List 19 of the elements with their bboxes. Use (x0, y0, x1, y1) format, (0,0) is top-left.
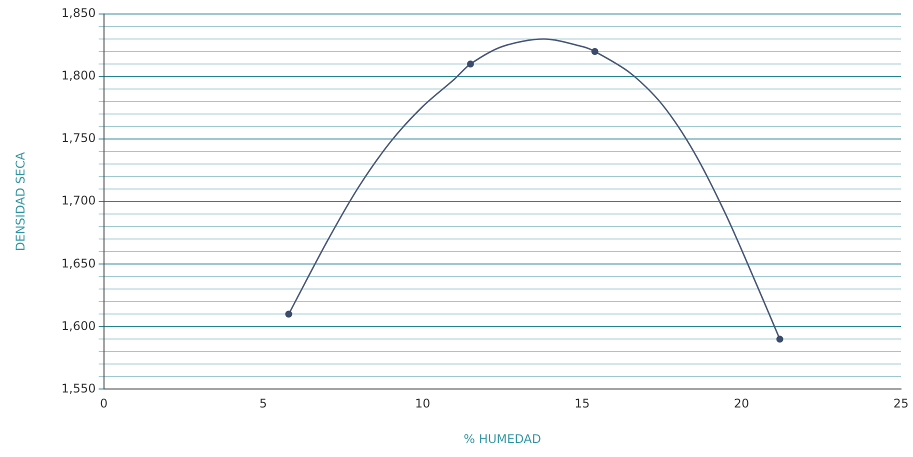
x-tick-label: 0 (100, 396, 108, 411)
x-tick-label: 10 (415, 396, 430, 411)
point (466, 60, 474, 68)
point (285, 310, 292, 318)
point (776, 336, 784, 343)
y-tick-label: 1,700 (61, 194, 96, 208)
y-tick-label: 1,650 (61, 256, 96, 270)
y-tick-label: 1,750 (61, 131, 96, 146)
x-axis-title: % HUMEDAD (464, 432, 542, 446)
y-tick-label: 1,600 (61, 318, 96, 333)
x-tick-label: 5 (259, 396, 268, 411)
y-tick-label: 1,800 (61, 68, 96, 83)
x-tick-label: 15 (574, 396, 590, 411)
y-tick-label: 1,850 (61, 6, 96, 20)
y-tick-label: 1,550 (61, 381, 96, 396)
point (591, 48, 598, 56)
x-tick-label: 25 (893, 396, 909, 411)
y-axis-title: DENSIDAD SECA (13, 151, 28, 252)
x-tick-label: 20 (734, 396, 750, 411)
